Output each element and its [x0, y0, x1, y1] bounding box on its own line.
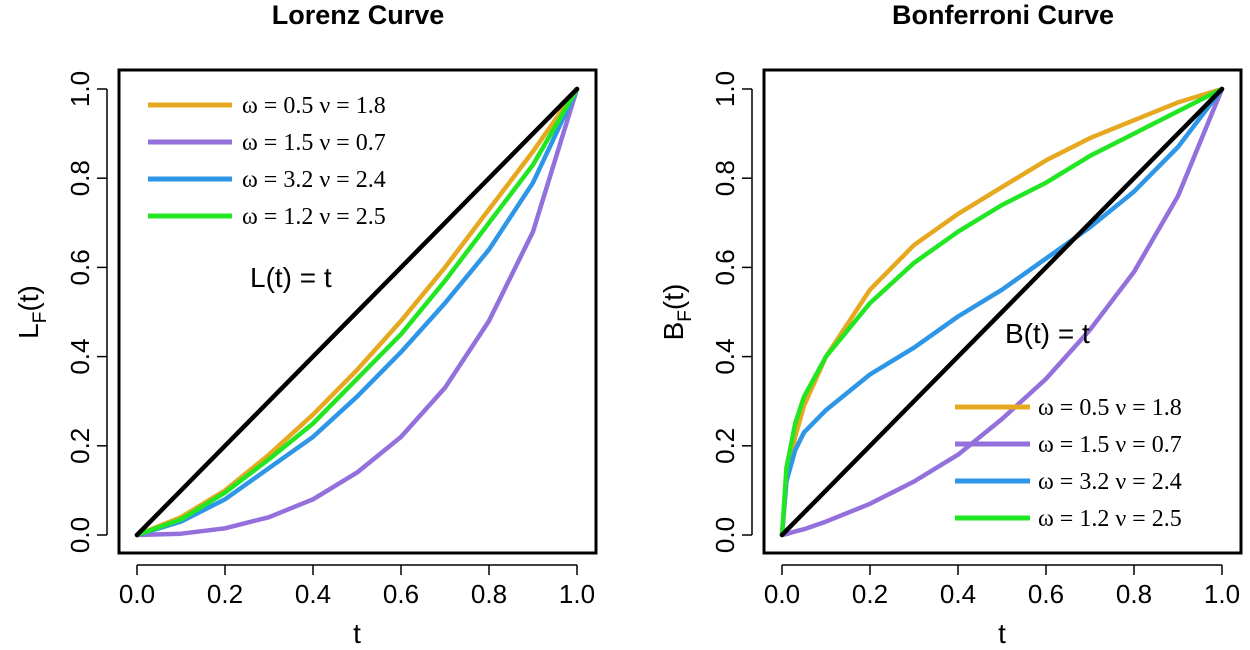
y-tick-label: 0.6: [710, 249, 740, 285]
x-axis-label: t: [998, 618, 1006, 649]
y-tick-label: 0.8: [65, 160, 95, 196]
equality-annotation: B(t) = t: [1005, 318, 1090, 349]
y-axis-label-subscript: F: [675, 310, 696, 322]
y-tick-label: 0.2: [710, 428, 740, 464]
y-tick-label: 0.4: [65, 339, 95, 375]
series-line-0: [779, 86, 1225, 538]
legend-label: ω = 1.5 ν = 0.7: [1038, 432, 1182, 458]
y-axis-label: LF(t): [13, 285, 51, 339]
legend-label: ω = 3.2 ν = 2.4: [242, 167, 386, 193]
series-line-3: [134, 86, 580, 538]
legend-label: ω = 0.5 ν = 1.8: [242, 93, 386, 119]
plot-frame: [762, 68, 1243, 555]
x-tick-label: 0.2: [207, 579, 243, 609]
y-axis-label-main: L: [13, 323, 44, 339]
legend-label: ω = 1.2 ν = 2.5: [242, 204, 386, 230]
series-line-3: [779, 86, 1225, 538]
equality-line: [779, 86, 1225, 538]
y-tick-label: 0.6: [65, 249, 95, 285]
x-tick-label: 0.6: [383, 579, 419, 609]
y-tick-label: 0.8: [710, 160, 740, 196]
x-tick-label: 0.4: [940, 579, 976, 609]
y-tick-label: 1.0: [710, 71, 740, 107]
series-line-1: [779, 86, 1225, 538]
legend-label: ω = 1.5 ν = 0.7: [242, 130, 386, 156]
bonferroni-curve-panel: Bonferroni Curve 0.0 0.2 0.4 0.6 0.8 1.0 0.0 0.2…: [658, 0, 1243, 649]
x-axis-label: t: [353, 618, 361, 649]
series-line-1: [134, 86, 580, 538]
y-tick-label: 0.4: [710, 339, 740, 375]
legend-label: ω = 0.5 ν = 1.8: [1038, 395, 1182, 421]
y-axis-label-main: B: [658, 322, 689, 341]
y-tick-label: 1.0: [65, 71, 95, 107]
lorenz-curve-panel: Lorenz Curve 0.0 0.2 0.4 0.6 0.8 1.0 0.0 0.2 0.4 0…: [13, 0, 598, 649]
y-axis-label-argument: (t): [13, 285, 44, 311]
x-tick-label: 0.0: [119, 579, 155, 609]
x-tick-label: 1.0: [1204, 579, 1240, 609]
legend-label: ω = 1.2 ν = 2.5: [1038, 506, 1182, 532]
equality-annotation: L(t) = t: [250, 262, 332, 293]
chart-title: Bonferroni Curve: [892, 0, 1114, 30]
y-axis-label-subscript: F: [30, 312, 51, 324]
y-axis-label-argument: (t): [658, 284, 689, 310]
plot-frame: [117, 68, 598, 555]
x-tick-label: 0.8: [471, 579, 507, 609]
series-line-2: [134, 86, 580, 538]
equality-line: [134, 86, 580, 538]
legend-label: ω = 3.2 ν = 2.4: [1038, 469, 1182, 495]
y-axis-label: BF(t): [658, 284, 696, 341]
x-tick-label: 0.2: [852, 579, 888, 609]
x-tick-label: 0.0: [764, 579, 800, 609]
series-line-2: [779, 86, 1225, 538]
x-tick-label: 0.6: [1028, 579, 1064, 609]
y-tick-label: 0.0: [65, 517, 95, 553]
x-tick-label: 0.8: [1116, 579, 1152, 609]
x-tick-label: 1.0: [559, 579, 595, 609]
y-tick-label: 0.0: [710, 517, 740, 553]
y-tick-label: 0.2: [65, 428, 95, 464]
x-tick-label: 0.4: [295, 579, 331, 609]
chart-title: Lorenz Curve: [272, 0, 445, 30]
